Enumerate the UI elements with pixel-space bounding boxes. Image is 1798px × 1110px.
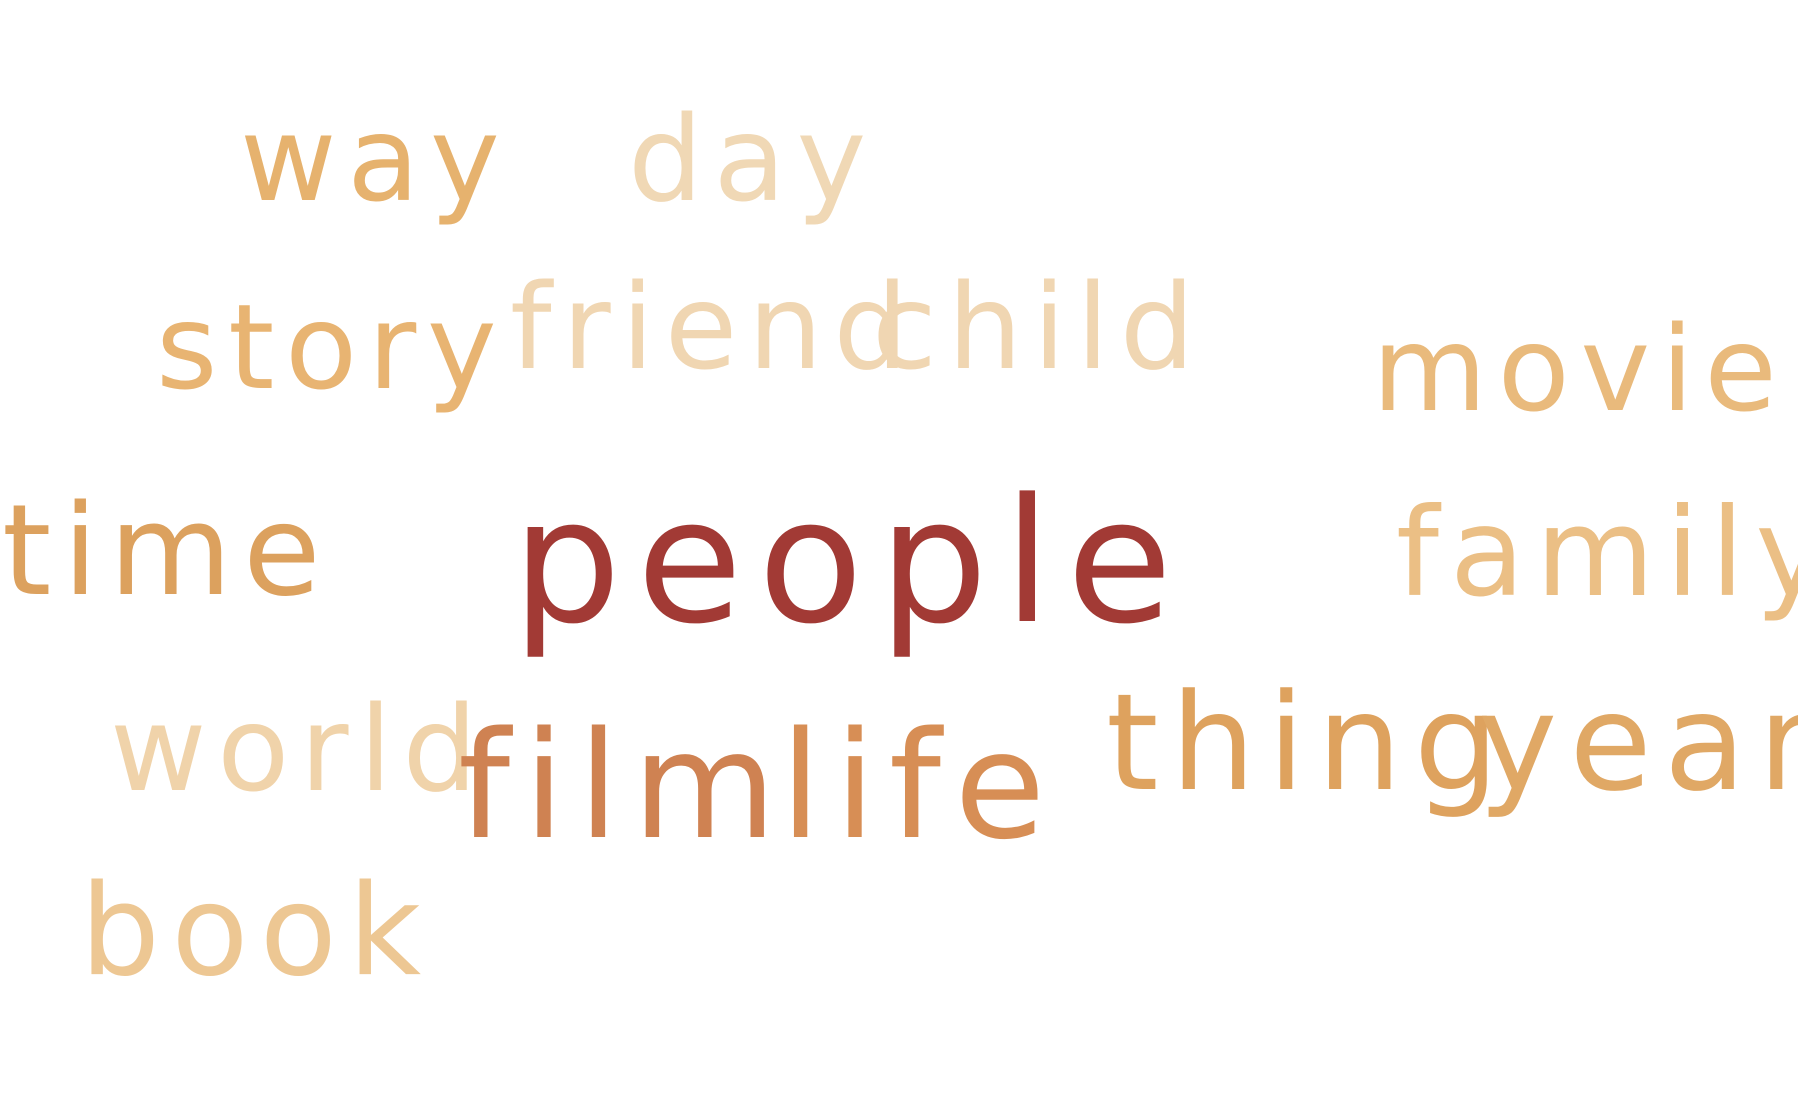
word-movie: movie (1372, 300, 1788, 438)
word-child: child (872, 258, 1206, 396)
word-day: day (628, 90, 877, 228)
word-story: story (156, 278, 508, 416)
word-time: time (2, 477, 333, 624)
word-life: life (780, 700, 1059, 872)
word-book: book (80, 857, 433, 1004)
word-year: year (1478, 665, 1798, 821)
word-way: way (240, 90, 511, 228)
word-world: world (110, 680, 489, 818)
word-film: film (458, 700, 790, 872)
word-friend: friend (510, 258, 919, 396)
word-thing: thing (1106, 665, 1511, 821)
word-people: people (512, 461, 1188, 662)
word-family: family (1396, 482, 1798, 624)
